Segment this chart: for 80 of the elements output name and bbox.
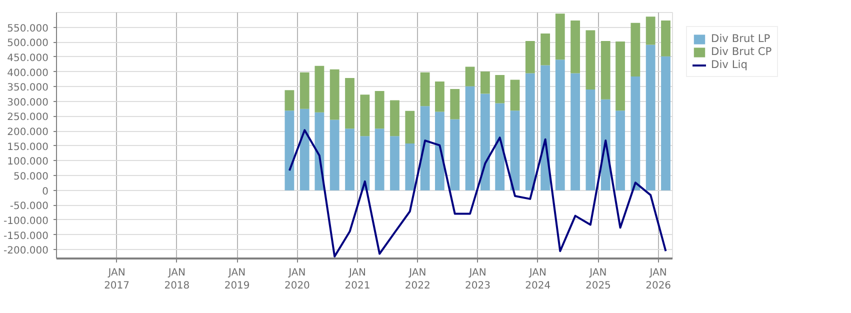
bar [300,108,310,190]
bar [570,73,580,190]
y-tick-label: -200.000 [4,246,49,257]
bar [420,72,430,106]
bar [374,128,384,190]
bar [661,20,670,56]
bar [555,60,565,190]
bar [510,110,520,190]
y-tick-label: -100.000 [4,216,49,227]
y-tick-label: -150.000 [4,230,49,242]
bar [360,94,370,136]
bar [586,30,596,90]
x-tick-label: JAN 2022 [404,268,430,292]
bar [616,42,625,111]
bar [300,72,310,109]
bar [616,110,625,190]
bar [390,136,400,190]
bar [284,110,294,190]
bar [540,65,550,190]
x-tick-label: JAN 2018 [164,268,190,292]
y-tick-label: 350.000 [7,82,49,94]
bar [540,34,550,66]
y-tick-label: 450.000 [7,52,49,64]
y-tick-label: -50.000 [10,201,49,212]
y-tick-label: 200.000 [7,127,49,138]
y-tick-label: 150.000 [7,142,49,153]
bar [420,106,430,190]
bar [646,44,656,190]
x-tick-label: JAN 2026 [646,268,672,292]
bar [405,144,415,190]
y-tick-label: 50.000 [14,172,49,183]
bar [646,16,656,45]
bar [630,22,640,77]
x-tick-label: JAN 2025 [585,268,611,292]
legend-label: Div Liq [711,58,748,71]
y-tick-label: 100.000 [7,156,49,168]
bar [284,90,294,111]
legend-label: Div Brut CP [711,45,772,58]
bar [435,112,444,190]
bar [630,76,640,190]
bar [345,128,354,190]
bar [495,103,505,190]
bar [465,66,475,86]
bar [330,69,340,120]
y-tick-label: 250.000 [7,112,49,124]
x-tick-label: JAN 2021 [344,268,370,292]
bar [390,100,400,136]
bar [360,136,370,190]
bar [586,90,596,190]
bar [495,75,505,104]
bar [661,56,670,190]
y-tick-label: 500.000 [7,38,49,50]
bar [314,66,324,112]
x-tick-label: JAN 2019 [224,268,250,292]
bar [510,80,520,111]
x-tick-label: JAN 2024 [525,268,551,292]
legend-label: Div Brut LP [711,32,770,45]
bar [525,40,535,74]
y-tick-label: 0 [42,186,49,198]
y-tick-label: 300.000 [7,97,49,108]
bar [450,119,460,190]
bar [345,78,354,129]
bar [465,86,475,190]
bar [480,94,490,190]
x-tick-label: JAN 2020 [284,268,310,292]
y-tick-label: 400.000 [7,68,49,79]
bar [480,71,490,94]
bar [450,88,460,120]
bar [405,110,415,144]
y-tick-label: 550.000 [7,23,49,34]
bar [525,73,535,190]
bar [555,14,565,60]
bar [435,82,444,112]
bar [570,20,580,74]
x-tick-label: JAN 2023 [465,268,490,292]
line-series [288,129,667,258]
bar [330,120,340,190]
bar [600,40,610,100]
bar [374,91,384,129]
x-tick-label: JAN 2017 [104,268,130,292]
